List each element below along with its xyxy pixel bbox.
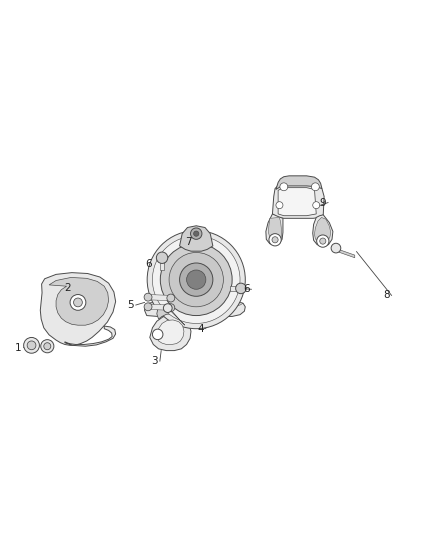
Polygon shape xyxy=(168,307,185,325)
Text: 5: 5 xyxy=(127,300,134,310)
Circle shape xyxy=(160,244,232,316)
Circle shape xyxy=(74,298,82,307)
Circle shape xyxy=(194,231,199,236)
Text: 6: 6 xyxy=(243,284,250,294)
Circle shape xyxy=(236,283,246,294)
Text: 4: 4 xyxy=(197,324,204,334)
Polygon shape xyxy=(313,215,333,246)
Circle shape xyxy=(152,329,163,340)
Polygon shape xyxy=(276,176,322,189)
Polygon shape xyxy=(180,226,213,251)
Circle shape xyxy=(269,233,281,246)
Text: 9: 9 xyxy=(319,198,326,207)
Circle shape xyxy=(152,236,240,324)
Text: 2: 2 xyxy=(64,282,71,293)
Circle shape xyxy=(144,303,152,311)
Polygon shape xyxy=(266,214,283,245)
Polygon shape xyxy=(314,217,331,243)
Text: 6: 6 xyxy=(145,259,152,269)
Polygon shape xyxy=(145,302,245,317)
Polygon shape xyxy=(148,304,171,310)
Circle shape xyxy=(311,183,319,191)
Polygon shape xyxy=(268,217,282,243)
Circle shape xyxy=(167,294,175,302)
Circle shape xyxy=(24,337,39,353)
Polygon shape xyxy=(157,303,187,320)
Polygon shape xyxy=(65,326,116,346)
Polygon shape xyxy=(157,320,184,344)
Polygon shape xyxy=(149,302,243,307)
Polygon shape xyxy=(148,295,171,301)
Polygon shape xyxy=(40,273,116,345)
Circle shape xyxy=(317,235,329,247)
Circle shape xyxy=(280,183,288,191)
Circle shape xyxy=(191,228,202,239)
Circle shape xyxy=(313,201,320,209)
Circle shape xyxy=(180,263,213,296)
Circle shape xyxy=(187,270,206,289)
Circle shape xyxy=(276,201,283,209)
Circle shape xyxy=(169,253,223,307)
Circle shape xyxy=(167,304,175,312)
Circle shape xyxy=(144,293,152,301)
Circle shape xyxy=(41,340,54,353)
Circle shape xyxy=(156,252,168,263)
Circle shape xyxy=(331,243,341,253)
Polygon shape xyxy=(337,249,355,258)
Polygon shape xyxy=(230,286,239,290)
Circle shape xyxy=(27,341,36,350)
Polygon shape xyxy=(49,278,109,325)
Text: 7: 7 xyxy=(185,237,192,247)
Circle shape xyxy=(70,295,86,310)
Circle shape xyxy=(163,304,172,312)
Text: 8: 8 xyxy=(383,290,390,301)
Circle shape xyxy=(272,237,278,243)
Polygon shape xyxy=(272,182,324,219)
Polygon shape xyxy=(278,188,316,216)
Circle shape xyxy=(147,231,245,329)
Polygon shape xyxy=(150,314,191,351)
Text: 1: 1 xyxy=(15,343,22,352)
Text: 3: 3 xyxy=(151,356,158,366)
Circle shape xyxy=(320,238,326,244)
Polygon shape xyxy=(160,260,164,270)
Circle shape xyxy=(44,343,51,350)
